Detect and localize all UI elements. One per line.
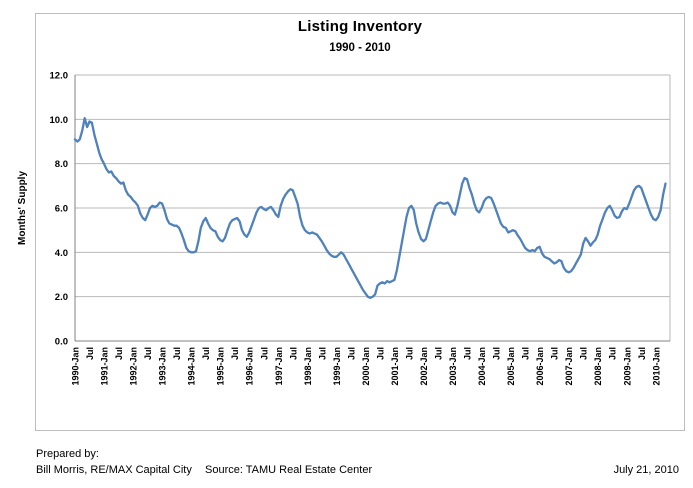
x-tick-label: 1991-Jan (100, 347, 110, 386)
x-tick-label: 2000-Jan (361, 347, 371, 386)
y-tick-label: 12.0 (50, 71, 69, 82)
y-tick-label: 8.0 (55, 159, 68, 170)
source-credit: Source: TAMU Real Estate Center (205, 464, 373, 476)
x-tick-label: Jul (492, 347, 502, 360)
x-tick-label: 2005-Jan (506, 347, 516, 386)
x-tick-label: 1999-Jan (332, 347, 342, 386)
x-tick-label: 2009-Jan (622, 347, 632, 386)
x-tick-label: Jul (579, 347, 589, 360)
y-axis-title: Months' Supply (17, 171, 28, 245)
x-tick-label: Jul (521, 347, 531, 360)
x-tick-label: Jul (346, 347, 356, 360)
x-tick-label: Jul (637, 347, 647, 360)
prepared-by-name: Bill Morris, RE/MAX Capital City (36, 464, 192, 476)
x-tick-label: Jul (608, 347, 618, 360)
chart-frame (35, 13, 685, 431)
y-tick-label: 10.0 (50, 115, 69, 126)
x-tick-label: 1998-Jan (303, 347, 313, 386)
x-tick-label: 2007-Jan (564, 347, 574, 386)
x-tick-label: Jul (404, 347, 414, 360)
series-line (73, 117, 667, 299)
x-tick-label: Jul (434, 347, 444, 360)
x-tick-label: 2003-Jan (448, 347, 458, 386)
report-date: July 21, 2010 (613, 464, 679, 476)
x-tick-label: 1994-Jan (187, 347, 197, 386)
x-tick-label: 2001-Jan (390, 347, 400, 386)
x-tick-label: Jul (288, 347, 298, 360)
x-tick-label: Jul (463, 347, 473, 360)
x-tick-label: Jul (259, 347, 269, 360)
x-tick-label: 1992-Jan (129, 347, 139, 386)
x-tick-label: 1995-Jan (216, 347, 226, 386)
y-tick-label: 0.0 (55, 337, 68, 348)
x-tick-label: Jul (550, 347, 560, 360)
x-tick-label: Jul (143, 347, 153, 360)
x-tick-label: Jul (317, 347, 327, 360)
x-tick-label: 2002-Jan (419, 347, 429, 386)
x-tick-label: Jul (230, 347, 240, 360)
chart-title: Listing Inventory (297, 18, 423, 35)
x-tick-label: Jul (172, 347, 182, 360)
x-tick-label: 1996-Jan (245, 347, 255, 386)
x-tick-label: Jul (201, 347, 211, 360)
x-tick-label: Jul (85, 347, 95, 360)
x-tick-label: 1997-Jan (274, 347, 284, 386)
y-tick-label: 6.0 (55, 204, 68, 215)
y-tick-label: 4.0 (55, 248, 68, 259)
x-tick-label: 2004-Jan (477, 347, 487, 386)
x-tick-label: Jul (114, 347, 124, 360)
x-tick-label: 2006-Jan (535, 347, 545, 386)
x-tick-label: 1990-Jan (71, 347, 81, 386)
x-tick-label: 2008-Jan (593, 347, 603, 386)
x-tick-label: Jul (375, 347, 385, 360)
y-tick-label: 2.0 (55, 292, 68, 303)
x-tick-label: 2010-Jan (651, 347, 661, 386)
chart-subtitle: 1990 - 2010 (329, 42, 391, 54)
prepared-by-label: Prepared by: (36, 448, 99, 460)
x-tick-label: 1993-Jan (158, 347, 168, 386)
